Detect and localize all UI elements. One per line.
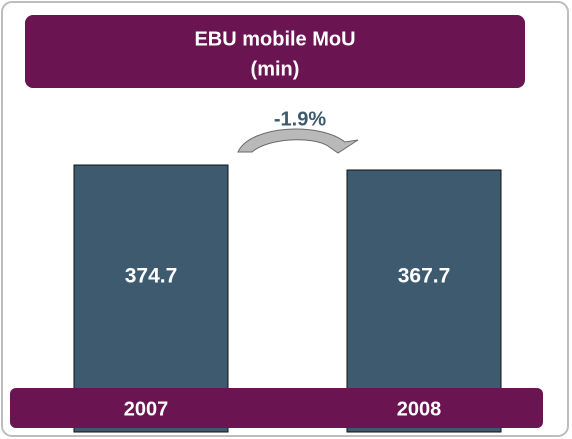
value-label: 374.7 <box>125 265 178 288</box>
change-label: -1.9% <box>274 108 326 130</box>
category-band <box>10 388 543 428</box>
value-label: 367.7 <box>398 265 451 288</box>
category-label: 2008 <box>397 398 442 420</box>
category-label: 2007 <box>124 398 169 420</box>
chart-title: EBU mobile MoU <box>194 28 355 50</box>
change-arrow <box>237 128 359 154</box>
labels: 374.7 2007 367.7 2008 <box>124 265 451 421</box>
bar <box>73 164 229 433</box>
chart-subtitle: (min) <box>251 58 300 80</box>
title-box <box>25 15 525 88</box>
